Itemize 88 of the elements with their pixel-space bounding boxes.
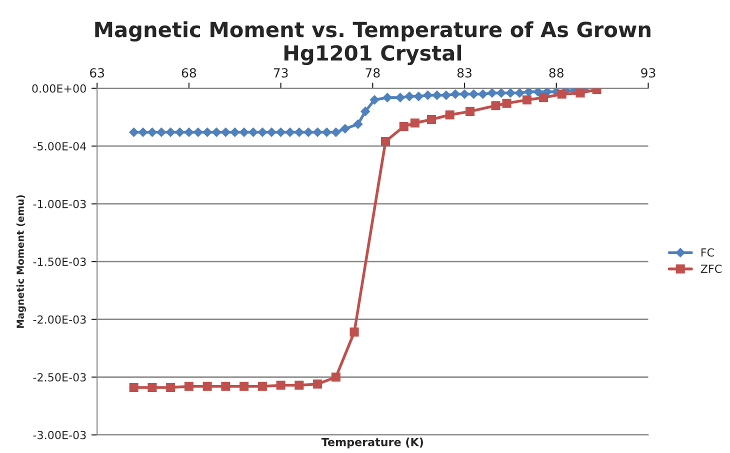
point (524, 88, 534, 96)
point (360, 106, 370, 116)
point (184, 128, 194, 137)
x-tick-label: 93 (641, 68, 656, 78)
point (129, 128, 138, 137)
point (175, 128, 184, 137)
legend-label: FC (701, 248, 714, 257)
point (331, 372, 340, 382)
point (576, 88, 585, 98)
y-tick-label: -2.00E-03 (33, 315, 86, 324)
point (539, 93, 548, 102)
point (445, 110, 454, 120)
x-tick-label: 83 (457, 68, 472, 78)
point (166, 383, 176, 392)
point (230, 128, 240, 137)
point (466, 106, 475, 116)
point (240, 382, 249, 391)
y-tick-label: -3.00E-03 (33, 430, 86, 440)
point (266, 128, 276, 137)
point (502, 98, 512, 108)
point (138, 128, 148, 137)
point (322, 128, 332, 137)
y-tick-label: -2.50E-03 (33, 373, 86, 382)
point (353, 120, 363, 129)
point (248, 128, 258, 137)
point (469, 89, 478, 99)
y-tick-label: -1.00E-03 (33, 200, 86, 208)
point (221, 382, 230, 391)
point (331, 128, 341, 137)
point (460, 89, 470, 99)
legend-label: ZFC (700, 264, 722, 273)
y-tick-label: -1.50E-03 (33, 258, 86, 266)
point (410, 118, 420, 128)
x-tick-label: 63 (90, 68, 104, 78)
point (432, 90, 442, 100)
y-axis-title: Magnetic Moment (emu) (16, 195, 26, 328)
x-axis-title: Temperature (K) (321, 438, 423, 448)
point (515, 88, 524, 98)
x-tick-label: 73 (274, 68, 288, 78)
point (381, 136, 390, 146)
point (194, 128, 203, 137)
point (239, 128, 249, 137)
point (491, 101, 500, 110)
point (129, 383, 138, 392)
point (370, 95, 380, 105)
point (350, 328, 359, 337)
point (340, 124, 350, 134)
y-tick-label: -5.00E-04 (33, 142, 86, 150)
point (404, 92, 414, 102)
point (221, 128, 230, 137)
point (148, 383, 157, 392)
point (450, 89, 460, 99)
y-tick-label: 0.00E+00 (32, 84, 86, 93)
point (312, 128, 322, 137)
point (166, 128, 176, 137)
point (285, 128, 295, 137)
point (533, 88, 543, 96)
point (478, 89, 488, 99)
point (399, 122, 408, 131)
point (212, 128, 222, 137)
point (202, 382, 212, 391)
point (304, 128, 313, 137)
point (276, 380, 286, 390)
x-tick-label: 68 (182, 68, 196, 78)
point (506, 88, 516, 98)
point (414, 92, 424, 102)
point (258, 382, 267, 391)
point (156, 128, 166, 137)
point (202, 128, 212, 137)
point (423, 90, 432, 100)
x-tick-label: 78 (366, 68, 380, 78)
point (426, 115, 436, 124)
point (276, 128, 286, 137)
point (442, 90, 451, 100)
point (522, 95, 532, 104)
point (258, 128, 268, 137)
x-tick-label: 88 (549, 68, 564, 78)
point (557, 90, 566, 99)
point (148, 128, 157, 137)
point (313, 380, 322, 389)
point (487, 88, 497, 98)
point (184, 382, 194, 391)
point (496, 88, 506, 98)
point (294, 128, 304, 137)
chart-title: Magnetic Moment vs. Temperature of As Grown Hg1201 Crystal (95, 21, 650, 66)
point (396, 92, 405, 102)
point (382, 92, 392, 102)
point (294, 380, 304, 390)
